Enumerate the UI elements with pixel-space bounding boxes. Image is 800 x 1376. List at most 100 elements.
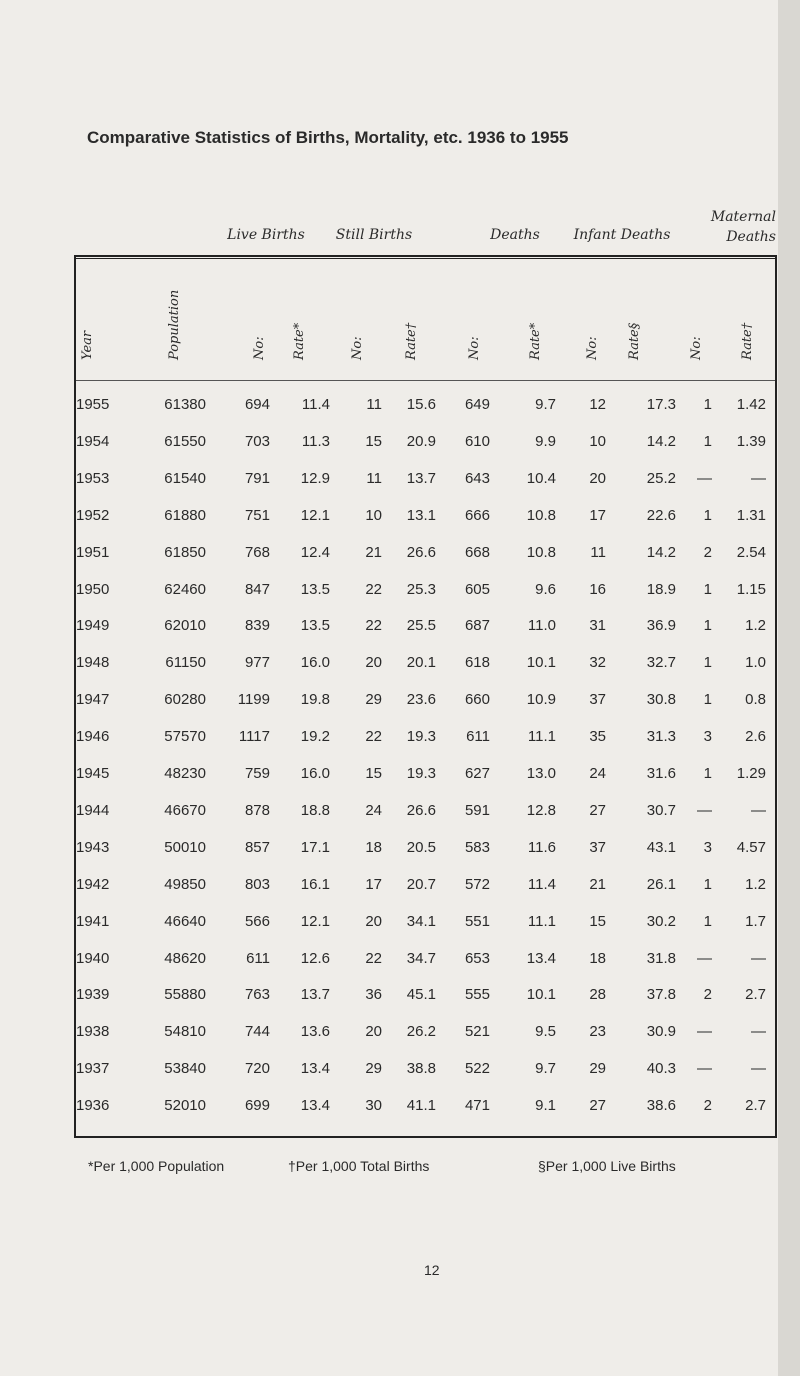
table-cell: 1: [703, 691, 712, 709]
table-cell: 13.4: [300, 1060, 330, 1078]
table-cell: 19.3: [406, 765, 436, 782]
table-cell: 46640: [164, 912, 206, 930]
table-cell: 17.3: [646, 396, 676, 413]
table-cell: 16.1: [300, 875, 330, 893]
table-cell: 572: [464, 875, 490, 893]
table-cell: 13.6: [300, 1023, 330, 1041]
table-cell: 768: [244, 543, 270, 561]
table-left-rule: [74, 255, 76, 1138]
table-cell: 43.1: [646, 838, 676, 856]
table-cell: 551: [464, 912, 490, 930]
year-cell: 1936: [76, 1097, 110, 1115]
table-cell: 1199: [237, 691, 270, 709]
table-top-rule: [74, 258, 777, 259]
table-cell: 2: [703, 1097, 712, 1115]
table-cell: 699: [244, 1097, 270, 1115]
table-cell: 15: [589, 912, 606, 930]
table-cell: 41.1: [406, 1097, 436, 1115]
year-cell: 1938: [76, 1023, 110, 1041]
table-cell: 839: [244, 617, 270, 635]
table-cell: 26.6: [406, 801, 436, 819]
column-header: No:: [689, 336, 704, 360]
table-cell: 26.6: [406, 543, 436, 561]
table-cell: 4.57: [736, 838, 766, 856]
table-cell: 744: [244, 1023, 270, 1041]
year-cell: 1937: [76, 1060, 110, 1078]
table-cell: 857: [244, 838, 270, 856]
table-cell: —: [697, 949, 712, 967]
table-cell: —: [697, 1060, 712, 1078]
table-cell: 11: [590, 543, 606, 561]
table-cell: 62010: [164, 617, 206, 635]
table-cell: 11.4: [301, 396, 330, 413]
table-cell: 18: [589, 949, 606, 967]
table-cell: —: [697, 1023, 712, 1041]
table-cell: 521: [464, 1023, 490, 1041]
table-cell: 759: [244, 765, 270, 782]
table-cell: 11.4: [527, 875, 556, 893]
table-cell: 1.0: [745, 654, 766, 672]
table-cell: 1.2: [745, 875, 766, 893]
table-cell: 10.1: [526, 654, 556, 672]
table-cell: 1: [703, 396, 712, 413]
table-cell: 20: [365, 1023, 382, 1041]
table-cell: 61150: [165, 654, 206, 672]
table-cell: —: [697, 801, 712, 819]
table-cell: 17: [365, 875, 382, 893]
table-cell: 61380: [164, 396, 206, 413]
table-cell: 32.7: [646, 654, 676, 672]
table-cell: 12.1: [300, 912, 330, 930]
table-cell: 30.2: [646, 912, 676, 930]
table-cell: 28: [589, 986, 606, 1004]
table-cell: 20.1: [406, 654, 436, 672]
year-cell: 1941: [76, 912, 110, 930]
header-rule: [74, 380, 777, 381]
table-cell: 9.7: [535, 1060, 556, 1078]
table-cell: 471: [464, 1097, 490, 1115]
table-cell: 61850: [164, 543, 206, 561]
table-cell: 61540: [164, 469, 206, 487]
table-cell: 25.3: [406, 580, 436, 598]
column-header: Rate†: [740, 322, 755, 360]
table-cell: 26.1: [646, 875, 676, 893]
table-cell: 29: [365, 691, 382, 709]
table-cell: 10.8: [526, 506, 556, 524]
table-top-rule: [74, 255, 777, 257]
group-header: Still Births: [335, 227, 413, 243]
table-cell: 610: [464, 432, 490, 450]
table-cell: 720: [244, 1060, 270, 1078]
table-cell: 1.31: [736, 506, 766, 524]
year-cell: 1940: [76, 949, 110, 967]
table-cell: 13.5: [300, 617, 330, 635]
table-cell: 12.8: [526, 801, 556, 819]
table-cell: 22: [365, 728, 382, 746]
table-cell: 2: [703, 986, 712, 1004]
footnote: §Per 1,000 Live Births: [538, 1158, 676, 1174]
table-cell: 1: [703, 765, 712, 782]
table-cell: 34.1: [406, 912, 436, 930]
table-cell: 605: [464, 580, 490, 598]
table-cell: 25.5: [406, 617, 436, 635]
table-cell: 61550: [164, 432, 206, 450]
table-cell: 611: [466, 728, 490, 746]
table-cell: 20.9: [406, 432, 436, 450]
table-cell: 21: [589, 875, 606, 893]
table-cell: 17: [589, 506, 606, 524]
table-cell: 1.2: [745, 617, 766, 635]
table-cell: 38.8: [406, 1060, 436, 1078]
table-cell: 687: [464, 617, 490, 635]
table-cell: 668: [464, 543, 490, 561]
column-header: No:: [467, 336, 482, 360]
table-cell: 54810: [164, 1023, 206, 1041]
table-cell: 666: [464, 506, 490, 524]
column-header: Rate*: [528, 322, 543, 360]
table-cell: 11.1: [527, 912, 556, 930]
table-cell: 36.9: [646, 617, 676, 635]
table-cell: 12.1: [300, 506, 330, 524]
table-cell: 32: [589, 654, 606, 672]
table-cell: 19.8: [300, 691, 330, 709]
year-cell: 1946: [76, 728, 110, 746]
table-cell: 46670: [164, 801, 206, 819]
table-cell: 19.2: [300, 728, 330, 746]
